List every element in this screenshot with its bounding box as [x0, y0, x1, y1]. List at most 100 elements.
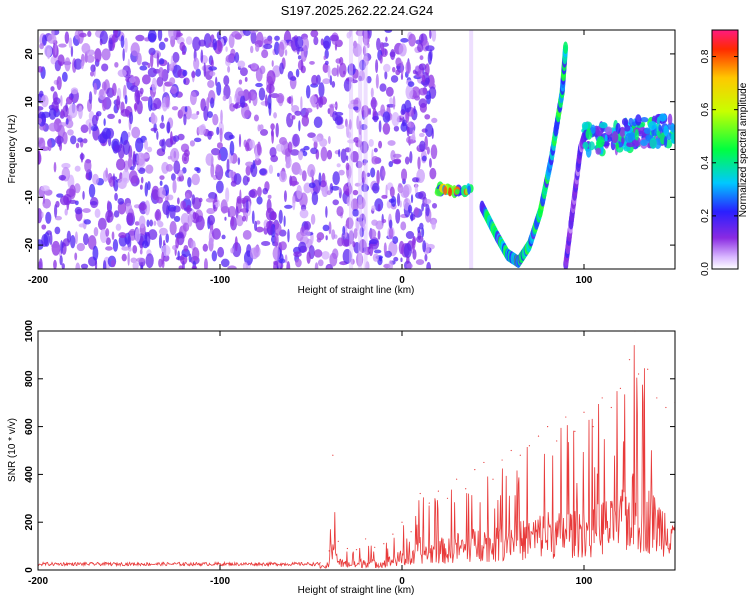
heat-blob: [301, 170, 307, 182]
heat-blob: [239, 67, 248, 77]
heat-blob: [70, 45, 74, 58]
heat-blob: [140, 176, 144, 184]
heat-blob: [391, 159, 401, 164]
heat-blob: [321, 251, 330, 260]
heat-blob: [50, 56, 57, 65]
heat-blob: [83, 233, 89, 246]
snr-data-point: [619, 387, 622, 389]
heat-blob: [623, 146, 631, 152]
heat-blob: [312, 136, 322, 143]
snr-data-point: [337, 540, 339, 542]
heat-blob: [245, 199, 249, 214]
heat-blob: [368, 228, 377, 240]
heat-blob: [624, 124, 631, 132]
heat-blob: [424, 114, 431, 120]
heat-blob: [80, 60, 84, 70]
heat-blob: [596, 136, 605, 148]
heat-blob: [64, 57, 71, 72]
snr-data-point: [474, 469, 476, 471]
heat-blob: [392, 153, 402, 159]
heat-blob: [376, 37, 381, 51]
heat-blob: [117, 69, 127, 78]
heat-blob: [404, 156, 410, 165]
heat-blob: [136, 52, 142, 66]
heat-blob: [326, 190, 332, 196]
heat-blob: [145, 164, 154, 174]
heat-blob: [297, 150, 304, 161]
heat-blob: [57, 124, 65, 139]
heat-blob: [406, 256, 410, 265]
heat-blob: [595, 147, 602, 155]
heat-blob: [150, 114, 158, 125]
heat-blob: [378, 256, 383, 262]
colorbar-gradient: [712, 30, 738, 269]
heat-blob: [111, 231, 115, 240]
heat-blob: [179, 41, 186, 52]
snr-data-point: [537, 435, 540, 437]
snr-data-point: [446, 497, 449, 499]
snr-data-point: [492, 478, 494, 480]
y-tick-label: 0: [24, 146, 35, 152]
snr-data-point: [501, 459, 503, 461]
heat-blob: [426, 261, 431, 269]
heat-blob: [255, 226, 264, 233]
heat-blob: [228, 134, 235, 140]
heat-blob: [294, 36, 304, 49]
snr-marks: [38, 331, 675, 569]
heat-blob: [263, 43, 273, 50]
heat-blob: [136, 152, 146, 166]
heat-blob: [395, 69, 401, 76]
heat-blob: [274, 223, 282, 236]
heat-blob: [277, 172, 280, 177]
heat-blob: [258, 87, 266, 101]
heat-blob: [392, 95, 396, 110]
heat-blob: [409, 151, 413, 164]
heat-blob: [255, 220, 261, 225]
heat-blob: [328, 221, 332, 235]
heat-blob: [341, 239, 352, 247]
heat-blob: [217, 246, 225, 258]
heat-blob: [259, 124, 264, 131]
snr-data-point: [355, 549, 358, 551]
heat-blob: [322, 62, 329, 73]
heat-blob: [170, 85, 178, 95]
heat-blob: [116, 95, 121, 111]
heat-blob: [41, 94, 49, 108]
heat-blob: [88, 183, 96, 198]
heat-blob: [232, 103, 242, 109]
heat-blob: [250, 164, 254, 173]
heat-blob: [302, 151, 308, 157]
colorbar-tick-label: 0.0: [700, 262, 711, 276]
heat-blob: [310, 147, 318, 155]
heat-blob: [105, 209, 114, 223]
heat-blob: [648, 120, 657, 131]
heat-blob: [340, 148, 347, 164]
heat-blob: [378, 120, 382, 133]
heat-blob: [157, 30, 163, 42]
heat-blob: [202, 243, 209, 252]
heat-blob: [417, 156, 421, 170]
snr-data-point: [656, 397, 658, 399]
heat-blob: [79, 32, 87, 38]
heat-blob: [141, 74, 151, 85]
heat-blob: [225, 187, 230, 203]
heat-blob: [402, 119, 407, 127]
heat-blob: [181, 248, 190, 258]
heat-blob: [298, 120, 301, 132]
heat-blob: [411, 86, 421, 99]
heat-blob: [58, 174, 67, 181]
heat-blob: [313, 140, 318, 149]
heat-blob: [414, 95, 421, 101]
heat-blob: [284, 254, 288, 264]
heat-blob: [379, 41, 384, 51]
snr-data-point: [365, 538, 367, 540]
heat-blob: [320, 146, 328, 162]
heat-blob: [103, 118, 106, 127]
y-tick-label: -20: [24, 237, 35, 252]
heat-blob: [191, 247, 200, 261]
heat-blob: [177, 197, 180, 205]
heat-blob: [311, 74, 318, 86]
heat-blob: [78, 105, 83, 120]
heat-blob: [649, 137, 657, 149]
